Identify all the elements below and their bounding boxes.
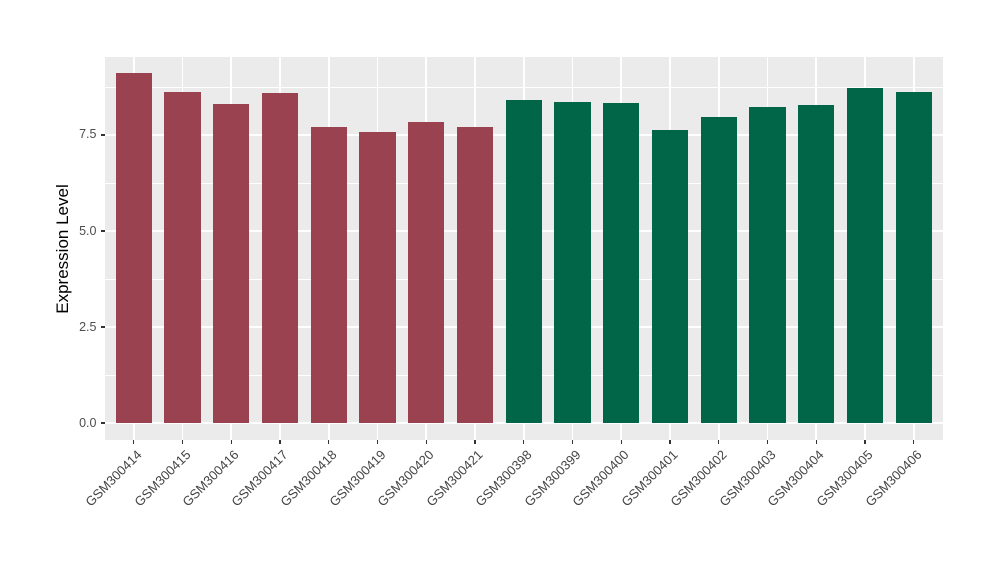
bar-GSM300418 <box>310 126 347 424</box>
bar-GSM300399 <box>554 101 591 424</box>
plot-panel <box>104 57 943 440</box>
x-axis-tick-mark <box>133 440 135 444</box>
bar-GSM300401 <box>651 129 689 424</box>
bar-GSM300420 <box>408 122 445 424</box>
x-axis-tick-mark <box>620 440 622 444</box>
y-axis-tick-label: 5.0 <box>79 223 97 238</box>
bar-GSM300414 <box>115 73 152 424</box>
bar-GSM300400 <box>603 102 640 424</box>
x-axis-tick-mark <box>669 440 671 444</box>
bar-GSM300417 <box>261 92 299 424</box>
bar-GSM300402 <box>700 117 737 424</box>
x-axis-tick-mark <box>523 440 525 444</box>
x-axis-tick-mark <box>718 440 720 444</box>
x-axis-tick-mark <box>328 440 330 444</box>
bar-GSM300406 <box>895 92 932 424</box>
y-axis-tick-label: 2.5 <box>79 319 97 334</box>
x-axis-tick-mark <box>279 440 281 444</box>
x-axis-tick-mark <box>913 440 915 444</box>
x-axis-tick-mark <box>425 440 427 444</box>
x-axis-tick-mark <box>571 440 574 444</box>
bar-GSM300405 <box>846 88 884 424</box>
y-axis-tick-label: 0.0 <box>79 415 97 430</box>
x-axis-tick-mark <box>474 440 476 444</box>
x-axis-tick-mark <box>181 440 184 444</box>
bar-GSM300404 <box>798 105 835 424</box>
x-axis-tick-mark <box>864 440 866 444</box>
y-axis-tick-mark <box>100 326 105 328</box>
bar-GSM300419 <box>359 131 396 424</box>
y-axis-title: Expression Level <box>53 183 72 314</box>
bar-GSM300416 <box>213 104 250 424</box>
x-axis-tick-mark <box>230 440 232 444</box>
y-axis-tick-label: 7.5 <box>79 127 97 142</box>
x-axis-tick-mark <box>766 440 769 444</box>
y-axis-tick-mark <box>100 134 105 136</box>
bar-GSM300398 <box>505 100 542 424</box>
x-axis-tick-mark <box>376 440 379 444</box>
bar-GSM300421 <box>456 127 494 424</box>
y-axis-tick-mark <box>100 230 105 232</box>
x-axis-tick-mark <box>815 440 817 444</box>
bar-GSM300403 <box>749 106 786 424</box>
bar-GSM300415 <box>164 91 201 424</box>
y-axis-tick-mark <box>100 422 105 424</box>
